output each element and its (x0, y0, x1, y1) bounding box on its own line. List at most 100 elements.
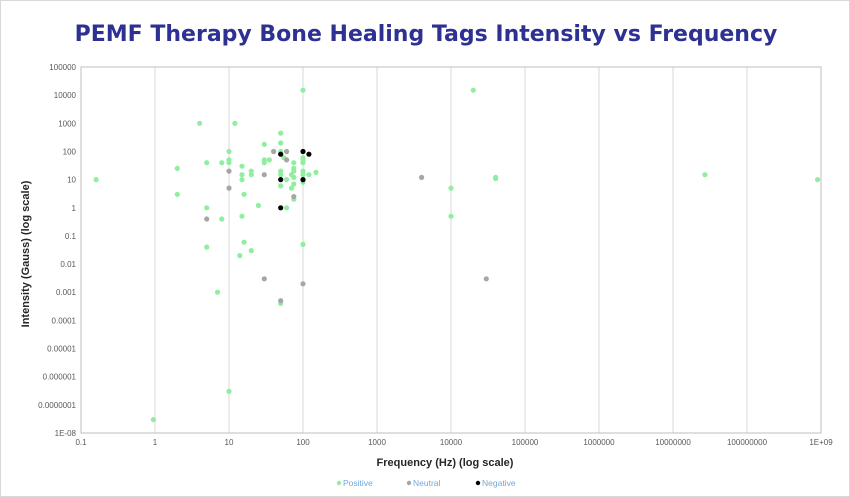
positive-point (313, 169, 319, 175)
positive-point (291, 174, 297, 180)
positive-point (93, 177, 99, 183)
negative-point (300, 148, 306, 155)
positive-point (219, 216, 225, 222)
y-tick-label: 0.000001 (43, 373, 77, 382)
legend-marker-neutral (406, 480, 412, 486)
y-tick-label: 0.1 (65, 232, 77, 241)
positive-point (300, 168, 306, 174)
positive-point (300, 160, 306, 166)
neutral-point (419, 174, 425, 180)
positive-point (214, 289, 221, 295)
y-tick-label: 0.01 (60, 260, 76, 269)
negative-point (306, 151, 312, 157)
negative-point (278, 151, 284, 157)
y-tick-label: 100000 (49, 63, 76, 72)
x-tick-label: 100 (296, 438, 310, 447)
positive-point (226, 388, 232, 394)
plot-area (80, 66, 822, 434)
positive-point (448, 185, 454, 191)
x-tick-label: 1 (153, 438, 158, 447)
negative-point (278, 205, 284, 211)
positive-point (278, 183, 284, 189)
positive-point (291, 181, 297, 187)
positive-point (239, 163, 245, 169)
legend-marker-negative (475, 480, 481, 486)
neutral-point (226, 168, 232, 174)
positive-point (448, 213, 454, 219)
y-tick-labels: 100000 10000 1000 100 10 1 0.1 0.01 0.001 0.0001 0… (38, 63, 76, 438)
legend-label-negative: Negative (482, 478, 516, 488)
positive-point (278, 130, 284, 136)
x-tick-label: 1E+09 (809, 438, 833, 447)
neutral-point (284, 157, 290, 163)
positive-point (702, 172, 708, 178)
y-tick-label: 10000 (54, 91, 77, 100)
x-tick-label: 100000 (512, 438, 539, 447)
y-tick-label: 1E-08 (55, 429, 77, 438)
positive-point (300, 241, 306, 247)
positive-point (174, 165, 180, 171)
positive-point (248, 168, 254, 174)
y-tick-label: 10 (67, 176, 76, 185)
negative-point (300, 177, 306, 183)
positive-point (266, 157, 272, 163)
neutral-point (226, 185, 232, 191)
positive-point (493, 175, 499, 182)
legend-label-neutral: Neutral (413, 478, 441, 488)
neutral-point (278, 298, 284, 304)
neutral-point (271, 148, 277, 155)
positive-point (239, 172, 245, 178)
legend: Positive Neutral Negative (336, 478, 516, 488)
neutral-point (291, 194, 297, 200)
positive-point (815, 177, 821, 183)
y-tick-label: 1 (72, 204, 77, 213)
y-tick-label: 1000 (58, 119, 76, 128)
y-tick-label: 0.001 (56, 288, 77, 297)
positive-point (291, 160, 297, 166)
positive-point (239, 177, 245, 183)
positive-point (291, 168, 297, 174)
legend-label-positive: Positive (343, 478, 373, 488)
positive-point (232, 120, 238, 126)
x-tick-label: 1000000 (583, 438, 615, 447)
x-tick-label: 0.1 (75, 438, 87, 447)
positive-point (150, 417, 156, 423)
neutral-point (284, 148, 290, 155)
neutral-point (261, 276, 267, 282)
data-points (93, 87, 821, 423)
positive-point (248, 172, 254, 178)
positive-point (174, 191, 180, 197)
x-tick-label: 10000000 (655, 438, 691, 447)
gridlines (154, 67, 748, 433)
positive-point (278, 172, 284, 178)
positive-point (300, 172, 306, 178)
positive-point (284, 205, 290, 211)
positive-point (278, 168, 284, 174)
positive-point (239, 213, 245, 219)
chart-title: PEMF Therapy Bone Healing Tags Intensity… (75, 22, 778, 47)
x-tick-label: 10000 (440, 438, 463, 447)
positive-point (300, 87, 306, 93)
y-tick-label: 0.00001 (47, 345, 76, 354)
x-tick-labels: 0.1 1 10 100 1000 10000 100000 1000000 10000000 1… (75, 438, 833, 447)
positive-point (237, 253, 243, 259)
x-tick-label: 10 (225, 438, 234, 447)
positive-point (284, 177, 290, 183)
positive-point (255, 202, 261, 209)
x-tick-label: 100000000 (727, 438, 768, 447)
y-tick-label: 100 (63, 147, 77, 156)
positive-point (306, 172, 312, 178)
positive-point (288, 185, 295, 191)
y-tick-label: 0.0001 (52, 316, 77, 325)
y-axis-label: Intensity (Gauss) (log scale) (20, 180, 32, 327)
positive-point (261, 141, 267, 147)
positive-point (241, 191, 247, 197)
x-tick-label: 1000 (368, 438, 386, 447)
positive-point (278, 140, 284, 146)
positive-point (204, 160, 210, 166)
neutral-point (261, 172, 267, 178)
positive-point (226, 160, 232, 166)
neutral-point (204, 216, 210, 222)
